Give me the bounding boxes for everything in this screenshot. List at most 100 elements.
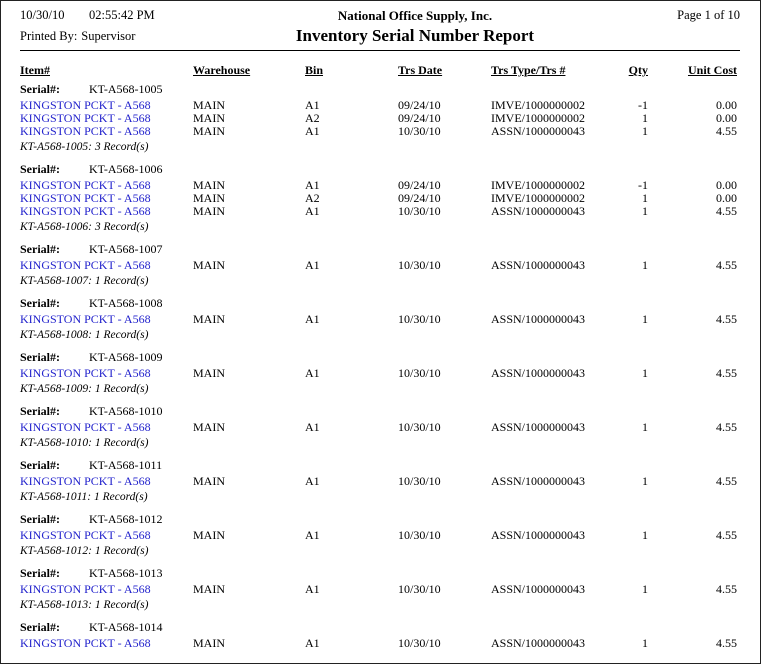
- serial-group: Serial#: KT-A568-1012 KINGSTON PCKT - A56…: [20, 513, 737, 558]
- trs-date-cell: 09/24/10: [398, 179, 441, 192]
- column-header-unit-cost: Unit Cost: [687, 64, 737, 77]
- bin-cell: A1: [305, 313, 320, 326]
- item-link[interactable]: KINGSTON PCKT - A568: [20, 421, 151, 434]
- serial-group: Serial#: KT-A568-1013 KINGSTON PCKT - A56…: [20, 567, 737, 612]
- item-link[interactable]: KINGSTON PCKT - A568: [20, 529, 151, 542]
- group-rows: KINGSTON PCKT - A568 MAIN A1 10/30/10 AS…: [20, 529, 737, 542]
- group-rows: KINGSTON PCKT - A568 MAIN A1 09/24/10 IM…: [20, 99, 737, 138]
- header-left: 10/30/10 02:55:42 PM Printed By: Superviso…: [20, 8, 200, 43]
- warehouse-cell: MAIN: [193, 637, 225, 650]
- item-link[interactable]: KINGSTON PCKT - A568: [20, 192, 151, 205]
- unit-cost-cell: 4.55: [716, 259, 737, 272]
- item-link[interactable]: KINGSTON PCKT - A568: [20, 313, 151, 326]
- item-link[interactable]: KINGSTON PCKT - A568: [20, 112, 151, 125]
- column-header-item: Item#: [20, 64, 50, 77]
- unit-cost-cell: 4.55: [716, 421, 737, 434]
- printed-by-label: Printed By:: [20, 29, 78, 43]
- serial-group: Serial#: KT-A568-1005 KINGSTON PCKT - A56…: [20, 83, 737, 154]
- warehouse-cell: MAIN: [193, 367, 225, 380]
- item-link[interactable]: KINGSTON PCKT - A568: [20, 125, 151, 138]
- serial-line: Serial#: KT-A568-1012: [20, 513, 737, 526]
- column-header-trs-date: Trs Date: [398, 64, 443, 77]
- serial-value: KT-A568-1006: [89, 162, 163, 176]
- unit-cost-cell: 4.55: [716, 125, 737, 138]
- item-link[interactable]: KINGSTON PCKT - A568: [20, 475, 151, 488]
- unit-cost-cell: 4.55: [716, 313, 737, 326]
- table-row: KINGSTON PCKT - A568 MAIN A1 10/30/10 AS…: [20, 205, 737, 218]
- qty-cell: 1: [642, 367, 648, 380]
- trs-date-cell: 10/30/10: [398, 125, 441, 138]
- unit-cost-cell: 4.55: [716, 637, 737, 650]
- qty-cell: 1: [642, 192, 648, 205]
- serial-label: Serial#:: [20, 82, 60, 96]
- warehouse-cell: MAIN: [193, 112, 225, 125]
- serial-value: KT-A568-1013: [89, 566, 163, 580]
- serial-line: Serial#: KT-A568-1007: [20, 243, 737, 256]
- group-rows: KINGSTON PCKT - A568 MAIN A1 10/30/10 AS…: [20, 313, 737, 326]
- table-row: KINGSTON PCKT - A568 MAIN A1 09/24/10 IM…: [20, 99, 737, 112]
- group-summary: KT-A568-1007: 1 Record(s): [20, 275, 149, 287]
- serial-label: Serial#:: [20, 350, 60, 364]
- item-link[interactable]: KINGSTON PCKT - A568: [20, 637, 151, 650]
- serial-value: KT-A568-1010: [89, 404, 163, 418]
- trs-type-cell: ASSN/1000000043: [491, 259, 586, 272]
- unit-cost-cell: 0.00: [716, 179, 737, 192]
- table-row: KINGSTON PCKT - A568 MAIN A1 09/24/10 IM…: [20, 179, 737, 192]
- trs-date-cell: 10/30/10: [398, 583, 441, 596]
- serial-label: Serial#:: [20, 296, 60, 310]
- warehouse-cell: MAIN: [193, 179, 225, 192]
- trs-date-cell: 09/24/10: [398, 99, 441, 112]
- table-row: KINGSTON PCKT - A568 MAIN A1 10/30/10 AS…: [20, 637, 737, 650]
- warehouse-cell: MAIN: [193, 259, 225, 272]
- qty-cell: 1: [642, 637, 648, 650]
- serial-value: KT-A568-1005: [89, 82, 163, 96]
- unit-cost-cell: 0.00: [716, 99, 737, 112]
- trs-date-cell: 10/30/10: [398, 259, 441, 272]
- warehouse-cell: MAIN: [193, 475, 225, 488]
- table-row: KINGSTON PCKT - A568 MAIN A1 10/30/10 AS…: [20, 125, 737, 138]
- group-rows: KINGSTON PCKT - A568 MAIN A1 10/30/10 AS…: [20, 421, 737, 434]
- trs-type-cell: IMVE/1000000002: [491, 192, 585, 205]
- item-link[interactable]: KINGSTON PCKT - A568: [20, 179, 151, 192]
- item-link[interactable]: KINGSTON PCKT - A568: [20, 259, 151, 272]
- group-rows: KINGSTON PCKT - A568 MAIN A1 10/30/10 AS…: [20, 475, 737, 488]
- report-body: Serial#: KT-A568-1005 KINGSTON PCKT - A56…: [1, 83, 760, 650]
- group-rows: KINGSTON PCKT - A568 MAIN A1 10/30/10 AS…: [20, 637, 737, 650]
- bin-cell: A1: [305, 367, 320, 380]
- trs-date-cell: 10/30/10: [398, 529, 441, 542]
- group-summary: KT-A568-1008: 1 Record(s): [20, 329, 149, 341]
- serial-line: Serial#: KT-A568-1006: [20, 163, 737, 176]
- serial-value: KT-A568-1014: [89, 620, 163, 634]
- qty-cell: 1: [642, 529, 648, 542]
- group-rows: KINGSTON PCKT - A568 MAIN A1 10/30/10 AS…: [20, 367, 737, 380]
- qty-cell: 1: [642, 259, 648, 272]
- column-header-bin: Bin: [305, 64, 324, 77]
- serial-label: Serial#:: [20, 242, 60, 256]
- item-link[interactable]: KINGSTON PCKT - A568: [20, 367, 151, 380]
- trs-type-cell: IMVE/1000000002: [491, 179, 585, 192]
- group-summary: KT-A568-1011: 1 Record(s): [20, 491, 148, 503]
- group-summary: KT-A568-1006: 3 Record(s): [20, 221, 149, 233]
- unit-cost-cell: 0.00: [716, 192, 737, 205]
- item-link[interactable]: KINGSTON PCKT - A568: [20, 583, 151, 596]
- bin-cell: A1: [305, 125, 320, 138]
- bin-cell: A1: [305, 179, 320, 192]
- qty-cell: 1: [642, 313, 648, 326]
- serial-group: Serial#: KT-A568-1006 KINGSTON PCKT - A56…: [20, 163, 737, 234]
- serial-label: Serial#:: [20, 620, 60, 634]
- table-row: KINGSTON PCKT - A568 MAIN A2 09/24/10 IM…: [20, 192, 737, 205]
- item-link[interactable]: KINGSTON PCKT - A568: [20, 205, 151, 218]
- print-date: 10/30/10: [20, 8, 65, 22]
- print-time: 02:55:42 PM: [89, 8, 155, 22]
- serial-label: Serial#:: [20, 458, 60, 472]
- qty-cell: 1: [642, 205, 648, 218]
- warehouse-cell: MAIN: [193, 205, 225, 218]
- trs-type-cell: ASSN/1000000043: [491, 421, 586, 434]
- trs-type-cell: ASSN/1000000043: [491, 583, 586, 596]
- unit-cost-cell: 4.55: [716, 205, 737, 218]
- bin-cell: A1: [305, 99, 320, 112]
- report-title: Inventory Serial Number Report: [295, 26, 535, 45]
- qty-cell: 1: [642, 475, 648, 488]
- serial-group: Serial#: KT-A568-1011 KINGSTON PCKT - A56…: [20, 459, 737, 504]
- item-link[interactable]: KINGSTON PCKT - A568: [20, 99, 151, 112]
